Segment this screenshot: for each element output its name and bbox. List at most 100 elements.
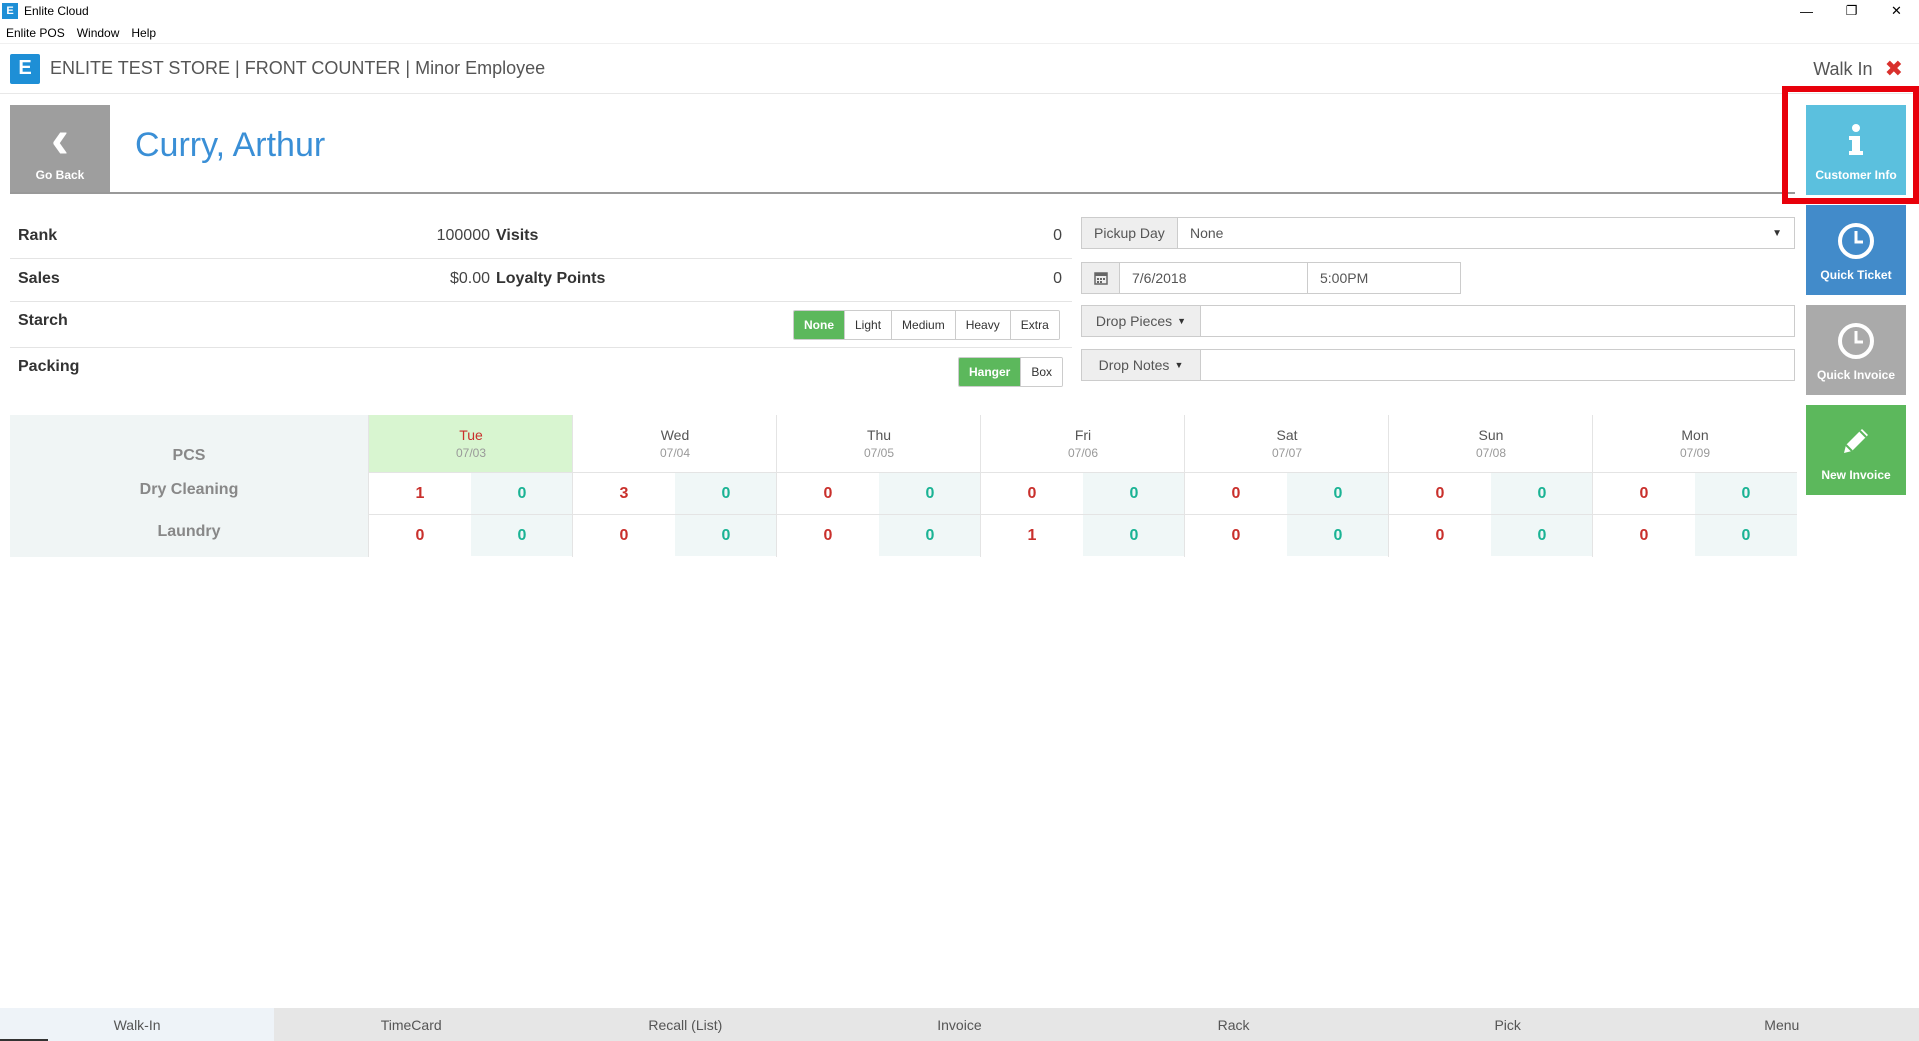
day-header[interactable]: Sat 07/07 [1185,415,1389,472]
rank-label: Rank [18,227,58,244]
laundry-ready-count: 0 [471,514,573,556]
caret-down-icon: ▼ [1772,227,1782,239]
starch-label: Starch [18,312,68,329]
day-name: Fri [1074,427,1092,443]
day-header[interactable]: Tue 07/03 [369,415,573,472]
day-column-sat: Sat 07/07 0 0 0 0 [1184,415,1389,557]
dry-cleaning-ready-count: 0 [879,472,981,514]
customer-name: Curry, Arthur [135,126,326,164]
starch-extra-button[interactable]: Extra [1009,311,1059,339]
dry-cleaning-label: Dry Cleaning [139,481,239,498]
quick-invoice-button[interactable]: Quick Invoice [1806,305,1906,395]
laundry-count: 0 [1389,514,1491,556]
laundry-count: 0 [1185,514,1287,556]
close-window-icon[interactable]: ✕ [1891,3,1902,18]
starch-none-button[interactable]: None [794,311,844,339]
rank-visits-row: Rank 100000 Visits 0 [10,216,1072,259]
tab-menu[interactable]: Menu [1644,1008,1919,1041]
calendar-icon[interactable] [1082,263,1120,293]
tab-rack[interactable]: Rack [1096,1008,1371,1041]
dry-cleaning-count: 0 [981,472,1083,514]
dry-cleaning-ready-count: 0 [675,472,777,514]
go-back-label: Go Back [35,168,85,182]
day-date: 07/06 [1067,446,1099,460]
drop-pieces-input[interactable] [1201,306,1794,336]
starch-heavy-button[interactable]: Heavy [954,311,1010,339]
packing-box-button[interactable]: Box [1020,358,1063,386]
day-name: Wed [660,427,690,443]
quick-invoice-label: Quick Invoice [1816,368,1896,382]
week-row-labels: PCS Dry Cleaning Laundry [10,415,368,557]
weekly-pieces-table: PCS Dry Cleaning Laundry Tue 07/03 1 0 0… [10,415,1797,557]
customer-info-button[interactable]: Customer Info [1806,105,1906,195]
drop-notes-dropdown[interactable]: Drop Notes ▼ [1082,350,1201,380]
pcs-label: PCS [172,447,206,464]
bottom-nav: Walk-In TimeCard Recall (List) Invoice R… [0,1008,1919,1041]
day-header[interactable]: Thu 07/05 [777,415,981,472]
packing-label: Packing [18,358,80,375]
starch-options: None Light Medium Heavy Extra [793,310,1060,340]
clock-icon [1836,218,1876,264]
day-header[interactable]: Wed 07/04 [573,415,777,472]
drop-notes-input[interactable] [1201,350,1794,380]
day-column-fri: Fri 07/06 0 0 1 0 [980,415,1185,557]
drop-pieces-dropdown[interactable]: Drop Pieces ▼ [1082,306,1201,336]
minimize-icon[interactable]: — [1800,3,1813,19]
day-date: 07/03 [455,446,487,460]
quick-ticket-button[interactable]: Quick Ticket [1806,205,1906,295]
tab-walk-in[interactable]: Walk-In [0,1008,275,1041]
packing-row: Packing [10,348,1072,394]
dry-cleaning-count: 0 [1593,472,1695,514]
day-header[interactable]: Fri 07/06 [981,415,1185,472]
day-date: 07/05 [863,446,895,460]
laundry-ready-count: 0 [1491,514,1593,556]
menu-help[interactable]: Help [131,25,157,40]
pickup-day-value: None [1190,225,1224,241]
packing-hanger-button[interactable]: Hanger [959,358,1021,386]
menu-enlite-pos[interactable]: Enlite POS [6,25,65,40]
day-header[interactable]: Sun 07/08 [1389,415,1593,472]
walk-in-label: Walk In [1813,58,1873,79]
drop-pieces-label: Drop Pieces [1095,313,1173,329]
day-column-wed: Wed 07/04 3 0 0 0 [572,415,777,557]
window-controls: — ❐ ✕ [1784,0,1919,22]
menu-window[interactable]: Window [76,25,120,40]
day-date: 07/09 [1679,446,1711,460]
app-header: E ENLITE TEST STORE | FRONT COUNTER | Mi… [0,44,1919,94]
laundry-ready-count: 0 [1083,514,1185,556]
dry-cleaning-ready-count: 0 [1491,472,1593,514]
day-date: 07/07 [1271,446,1303,460]
pickup-day-select[interactable]: None ▼ [1178,218,1794,248]
dry-cleaning-ready-count: 0 [1287,472,1389,514]
drop-notes-row: Drop Notes ▼ [1081,349,1795,381]
pickup-date-input[interactable]: 7/6/2018 [1120,263,1308,293]
date-time-row: 7/6/2018 5:00PM [1081,262,1461,294]
starch-light-button[interactable]: Light [844,311,892,339]
laundry-count: 0 [777,514,879,556]
starch-medium-button[interactable]: Medium [891,311,955,339]
day-column-tue: Tue 07/03 1 0 0 0 [368,415,573,557]
pickup-time-input[interactable]: 5:00PM [1308,263,1460,293]
laundry-label: Laundry [157,523,221,540]
enlite-logo-icon: E [10,53,40,84]
packing-options: Hanger Box [958,357,1064,387]
tab-pick[interactable]: Pick [1370,1008,1645,1041]
app-icon: E [2,3,18,19]
walk-in-indicator: Walk In ✖ [1813,56,1903,82]
restore-icon[interactable]: ❐ [1845,3,1858,18]
go-back-button[interactable]: ‹ Go Back [10,105,110,193]
new-invoice-button[interactable]: New Invoice [1806,405,1906,495]
laundry-count: 0 [369,514,471,556]
day-column-sun: Sun 07/08 0 0 0 0 [1388,415,1593,557]
loyalty-points-label: Loyalty Points [496,270,606,287]
tab-timecard[interactable]: TimeCard [274,1008,549,1041]
close-walk-in-icon[interactable]: ✖ [1884,56,1903,81]
day-header[interactable]: Mon 07/09 [1593,415,1797,472]
pickup-day-label: Pickup Day [1082,218,1178,248]
tab-invoice[interactable]: Invoice [822,1008,1097,1041]
tab-recall-list[interactable]: Recall (List) [548,1008,823,1041]
day-name: Thu [866,427,892,443]
starch-row: Starch [10,302,1072,348]
info-icon [1846,118,1866,164]
dry-cleaning-count: 1 [369,472,471,514]
